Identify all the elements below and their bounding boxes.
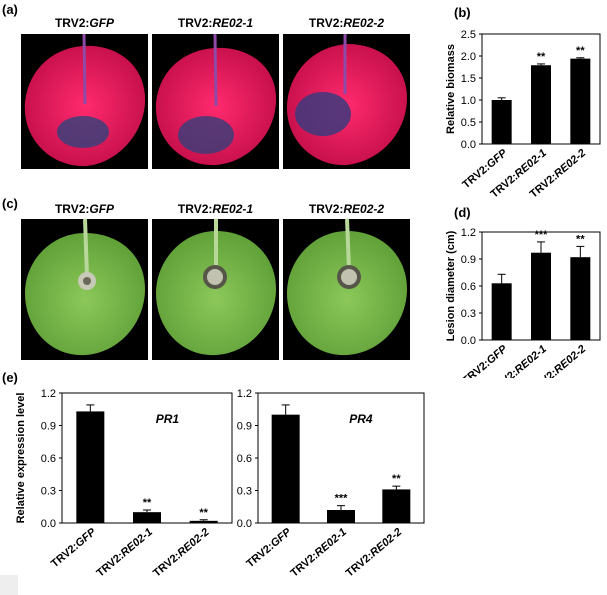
photo-c-title-1: TRV2:GFP (54, 202, 115, 216)
y-tick-label: 0.6 (41, 453, 56, 465)
y-tick-label: 0.9 (461, 254, 476, 266)
bar (570, 257, 591, 340)
bar (491, 100, 512, 144)
significance-mark: ** (199, 507, 208, 519)
bar (382, 489, 411, 523)
photo-a-title-3: TRV2:RE02-2 (308, 16, 385, 30)
leaf-photo-green-re02-2 (283, 219, 410, 360)
category-label: TRV2:RE02-1 (94, 526, 154, 579)
y-tick-label: 0.3 (461, 308, 476, 320)
category-label: TRV2:RE02-2 (344, 526, 404, 579)
y-tick-label: 1.2 (237, 388, 252, 400)
y-tick-label: 0.0 (41, 518, 56, 530)
significance-mark: ** (537, 51, 546, 63)
panel-label-c: (c) (2, 196, 18, 211)
bar (76, 411, 105, 523)
category-label: TRV2:GFP (244, 526, 294, 570)
category-label: TRV2:RE02-2 (151, 526, 211, 579)
y-tick-label: 0.9 (237, 421, 252, 433)
y-axis-label: Relative expression level (15, 393, 27, 524)
significance-mark: *** (335, 493, 349, 505)
y-tick-label: 0.5 (461, 117, 476, 129)
photo-a-title-2: TRV2:RE02-1 (177, 16, 254, 30)
bar (133, 512, 161, 523)
leaf-photo-uv-re02-1 (152, 34, 279, 169)
bar (327, 510, 355, 523)
y-tick-label: 1.2 (461, 227, 476, 239)
significance-mark: *** (535, 229, 549, 241)
leaf-photo-green-gfp (21, 219, 148, 360)
photo-c-title-3: TRV2:RE02-2 (308, 202, 385, 216)
significance-mark: ** (392, 473, 401, 485)
bar (491, 283, 512, 340)
y-tick-label: 0.9 (41, 421, 56, 433)
significance-mark: ** (576, 233, 585, 245)
y-tick-label: 2.0 (461, 51, 476, 63)
category-label: TRV2:GFP (460, 343, 510, 378)
bar (531, 65, 551, 144)
bar (531, 252, 551, 340)
y-tick-label: 0.3 (41, 486, 56, 498)
chart-lesion-diameter: 0.0 0.3 0.6 0.9 1.2 Lesion diameter (cm)TRV2:… (445, 227, 601, 378)
significance-mark: ** (576, 45, 585, 57)
y-tick-label: 0.6 (461, 281, 476, 293)
y-tick-label: 2.5 (461, 29, 476, 41)
y-tick-label: 1.5 (461, 73, 476, 85)
y-axis-label: Lesion diameter (cm) (445, 230, 457, 341)
y-tick-label: 0.0 (237, 518, 252, 530)
panel-label-b: (b) (454, 5, 471, 20)
y-tick-label: 0.3 (237, 486, 252, 498)
category-label: TRV2:RE02-1 (288, 526, 348, 579)
corner-mark (0, 575, 18, 595)
leaf-photo-green-re02-1 (152, 219, 279, 360)
bar (570, 58, 591, 144)
y-tick-label: 1.2 (41, 388, 56, 400)
bar (189, 520, 218, 523)
photo-a-title-1: TRV2:GFP (54, 16, 115, 30)
y-tick-label: 0.6 (237, 453, 252, 465)
leaf-photo-uv-gfp (21, 34, 148, 169)
category-label: TRV2:GFP (49, 526, 99, 570)
bar (271, 414, 300, 523)
y-axis-label: Relative biomass (445, 44, 457, 134)
panel-label-d: (d) (454, 205, 471, 220)
panel-label-a: (a) (2, 2, 18, 17)
chart-pr4-expression: 0.0 0.3 0.6 0.9 1.2 TRV2:GFP *** TRV2:RE02-1 ** T… (237, 388, 425, 580)
chart-pr1-expression: 0.0 0.3 0.6 0.9 1.2 Relative expression level… (15, 388, 233, 580)
photo-c-title-2: TRV2:RE02-1 (177, 202, 254, 216)
y-tick-label: 1.0 (461, 95, 476, 107)
panel-label-e: (e) (2, 370, 18, 385)
significance-mark: ** (143, 497, 152, 509)
gene-annotation: PR1 (156, 412, 180, 426)
gene-annotation: PR4 (349, 412, 373, 426)
leaf-photo-uv-re02-2 (283, 34, 410, 169)
y-tick-label: 0.0 (461, 335, 476, 347)
y-tick-label: 0.0 (461, 139, 476, 151)
